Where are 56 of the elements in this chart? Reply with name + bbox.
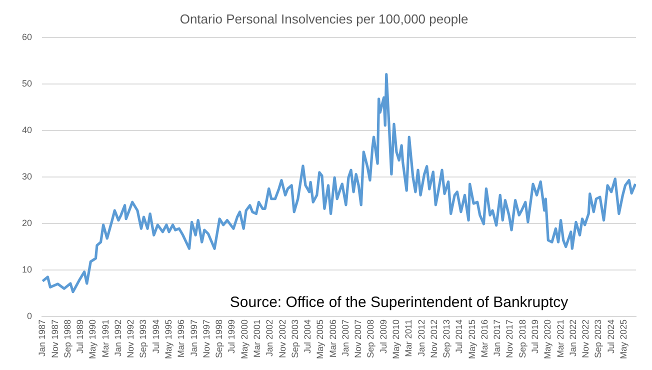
y-tick-label: 0 [26,310,32,321]
y-tick-label: 60 [22,32,32,42]
x-tick-label: Mar 2016 [479,319,490,358]
x-tick-label: Sep 1998 [214,319,224,358]
y-tick-label: 30 [22,172,32,182]
x-tick-label: Nov 1987 [50,319,60,358]
x-tick-label: Mar 1991 [100,319,110,358]
x-tick-label: May 2025 [618,319,628,360]
x-tick-label: Nov 2002 [277,319,288,358]
x-tick-label: Nov 2022 [580,319,591,358]
x-tick-label: Sep 2013 [442,319,452,358]
x-tick-label: Jan 2017 [492,319,502,357]
x-tick-label: Jan 1987 [37,319,48,357]
x-tick-label: Jan 1997 [188,319,199,357]
x-tick-label: Mar 2006 [328,319,338,358]
x-tick-label: Jan 2002 [264,319,275,357]
x-tick-label: May 1995 [164,319,174,360]
y-tick-label: 10 [22,264,32,274]
x-tick-label: May 2020 [542,319,553,360]
x-tick-label: Jan 1992 [112,319,123,357]
x-tick-label: Nov 2012 [428,319,439,358]
x-tick-label: Mar 2021 [555,319,566,358]
x-tick-label: Jul 1994 [150,319,161,354]
x-tick-label: May 1990 [88,319,98,360]
x-tick-label: Nov 2017 [504,319,515,358]
x-tick-label: Jul 2009 [378,319,388,354]
x-tick-label: Sep 2008 [366,319,376,358]
x-tick-label: May 2000 [239,319,250,360]
x-tick-label: May 2005 [315,319,326,360]
x-tick-label: May 2010 [390,319,401,360]
y-tick-label: 40 [22,125,32,136]
x-tick-label: Jan 2022 [568,319,578,357]
annotation: Source: Office of the Superintendent of Bankruptcy [230,294,569,312]
x-tick-label: Jan 2012 [416,319,426,357]
x-tick-label: Sep 2023 [593,319,604,358]
x-tick-label: Jul 2014 [454,319,464,354]
x-tick-label: Jul 1999 [226,319,237,354]
chart-title: Ontario Personal Insolvencies per 100,000 people [180,11,468,26]
x-tick-label: Sep 1988 [62,319,72,358]
x-tick-label: Jan 2007 [340,319,350,357]
x-tick-label: Mar 2011 [404,319,414,357]
x-tick-label: Jul 2024 [606,319,616,354]
x-tick-label: Nov 1992 [126,319,136,358]
x-tick-label: Sep 2003 [290,319,300,358]
y-tick-label: 20 [22,218,32,228]
x-tick-label: May 2015 [466,319,477,360]
x-tick-label: Nov 2007 [353,319,364,358]
x-tick-label: Jul 1989 [75,319,86,354]
x-tick-label: Jul 2004 [302,319,313,354]
x-tick-label: Sep 2018 [517,319,528,358]
x-tick-label: Jul 2019 [530,319,540,354]
x-tick-label: Nov 1997 [201,319,212,358]
x-tick-label: Mar 1996 [176,319,186,358]
x-tick-label: Sep 1993 [138,319,148,358]
x-tick-label: Mar 2001 [252,319,262,358]
y-tick-label: 50 [22,78,32,89]
